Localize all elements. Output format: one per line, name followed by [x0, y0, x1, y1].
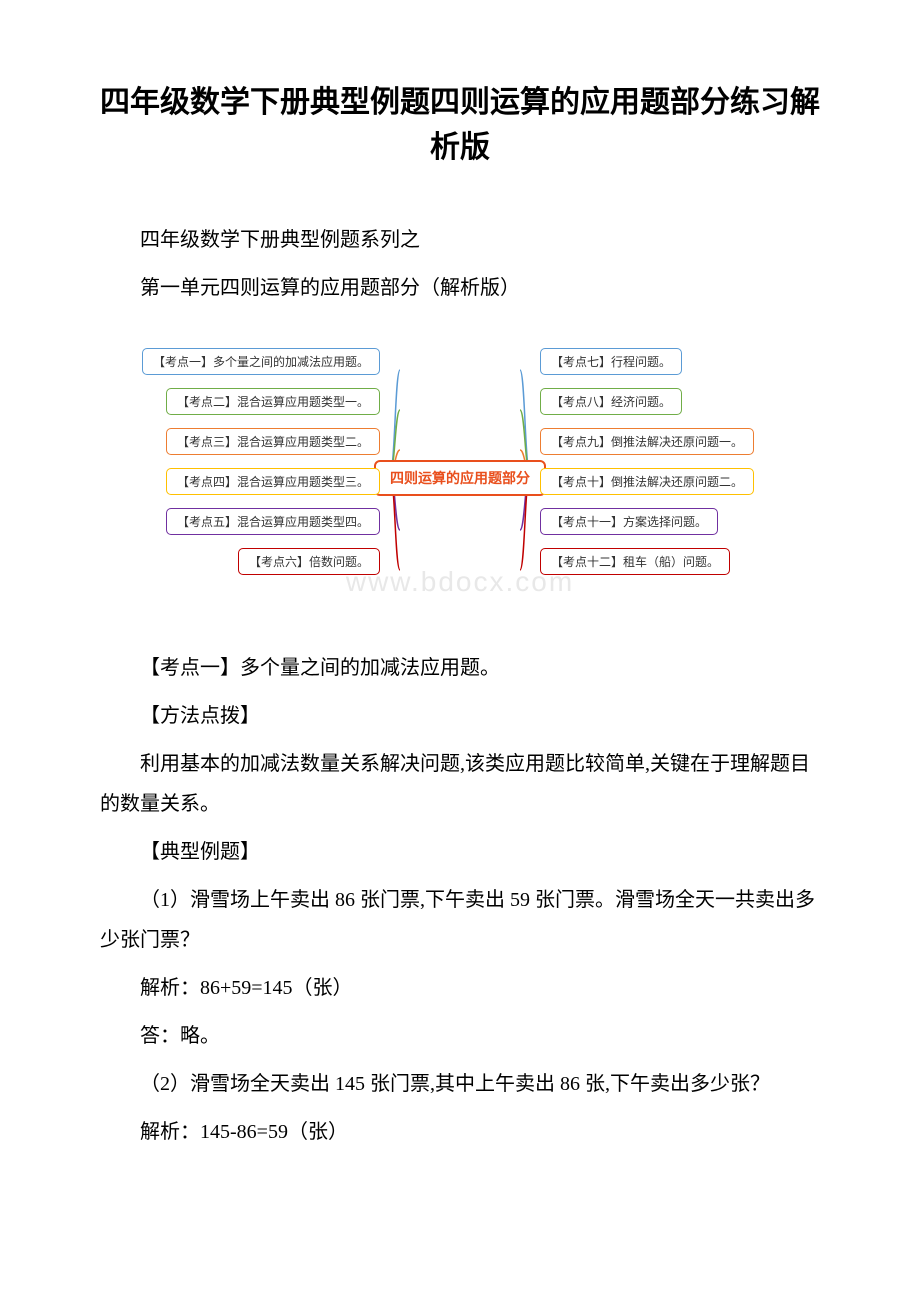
mindmap-right-branch-4: 【考点十】倒推法解决还原问题二。	[540, 468, 754, 495]
page-title: 四年级数学下册典型例题四则运算的应用题部分练习解析版	[100, 80, 820, 170]
intro-line-1: 四年级数学下册典型例题系列之	[100, 220, 820, 260]
intro-line-2: 第一单元四则运算的应用题部分（解析版）	[100, 268, 820, 308]
mindmap: 四则运算的应用题部分 【考点一】多个量之间的加减法应用题。【考点二】混合运算应用题…	[100, 338, 820, 618]
mindmap-right-branch-5: 【考点十一】方案选择问题。	[540, 508, 718, 535]
example-heading: 【典型例题】	[100, 832, 820, 872]
mindmap-left-branch-1: 【考点一】多个量之间的加减法应用题。	[142, 348, 380, 375]
answer-1-calc: 解析：86+59=145（张）	[100, 968, 820, 1008]
answer-2-calc: 解析：145-86=59（张）	[100, 1112, 820, 1152]
method-heading: 【方法点拨】	[100, 696, 820, 736]
mindmap-right-branch-1: 【考点七】行程问题。	[540, 348, 682, 375]
question-2: （2）滑雪场全天卖出 145 张门票,其中上午卖出 86 张,下午卖出多少张？	[100, 1064, 820, 1104]
mindmap-center: 四则运算的应用题部分	[374, 460, 546, 496]
mindmap-right-branch-2: 【考点八】经济问题。	[540, 388, 682, 415]
mindmap-left-branch-6: 【考点六】倍数问题。	[238, 548, 380, 575]
mindmap-left-branch-2: 【考点二】混合运算应用题类型一。	[166, 388, 380, 415]
section-heading-1: 【考点一】多个量之间的加减法应用题。	[100, 648, 820, 688]
mindmap-right-branch-6: 【考点十二】租车（船）问题。	[540, 548, 730, 575]
mindmap-left-branch-4: 【考点四】混合运算应用题类型三。	[166, 468, 380, 495]
answer-1-result: 答：略。	[100, 1016, 820, 1056]
mindmap-right-branch-3: 【考点九】倒推法解决还原问题一。	[540, 428, 754, 455]
mindmap-left-branch-5: 【考点五】混合运算应用题类型四。	[166, 508, 380, 535]
mindmap-left-branch-3: 【考点三】混合运算应用题类型二。	[166, 428, 380, 455]
question-1: （1）滑雪场上午卖出 86 张门票,下午卖出 59 张门票。滑雪场全天一共卖出多…	[100, 880, 820, 960]
method-text: 利用基本的加减法数量关系解决问题,该类应用题比较简单,关键在于理解题目的数量关系…	[100, 744, 820, 824]
